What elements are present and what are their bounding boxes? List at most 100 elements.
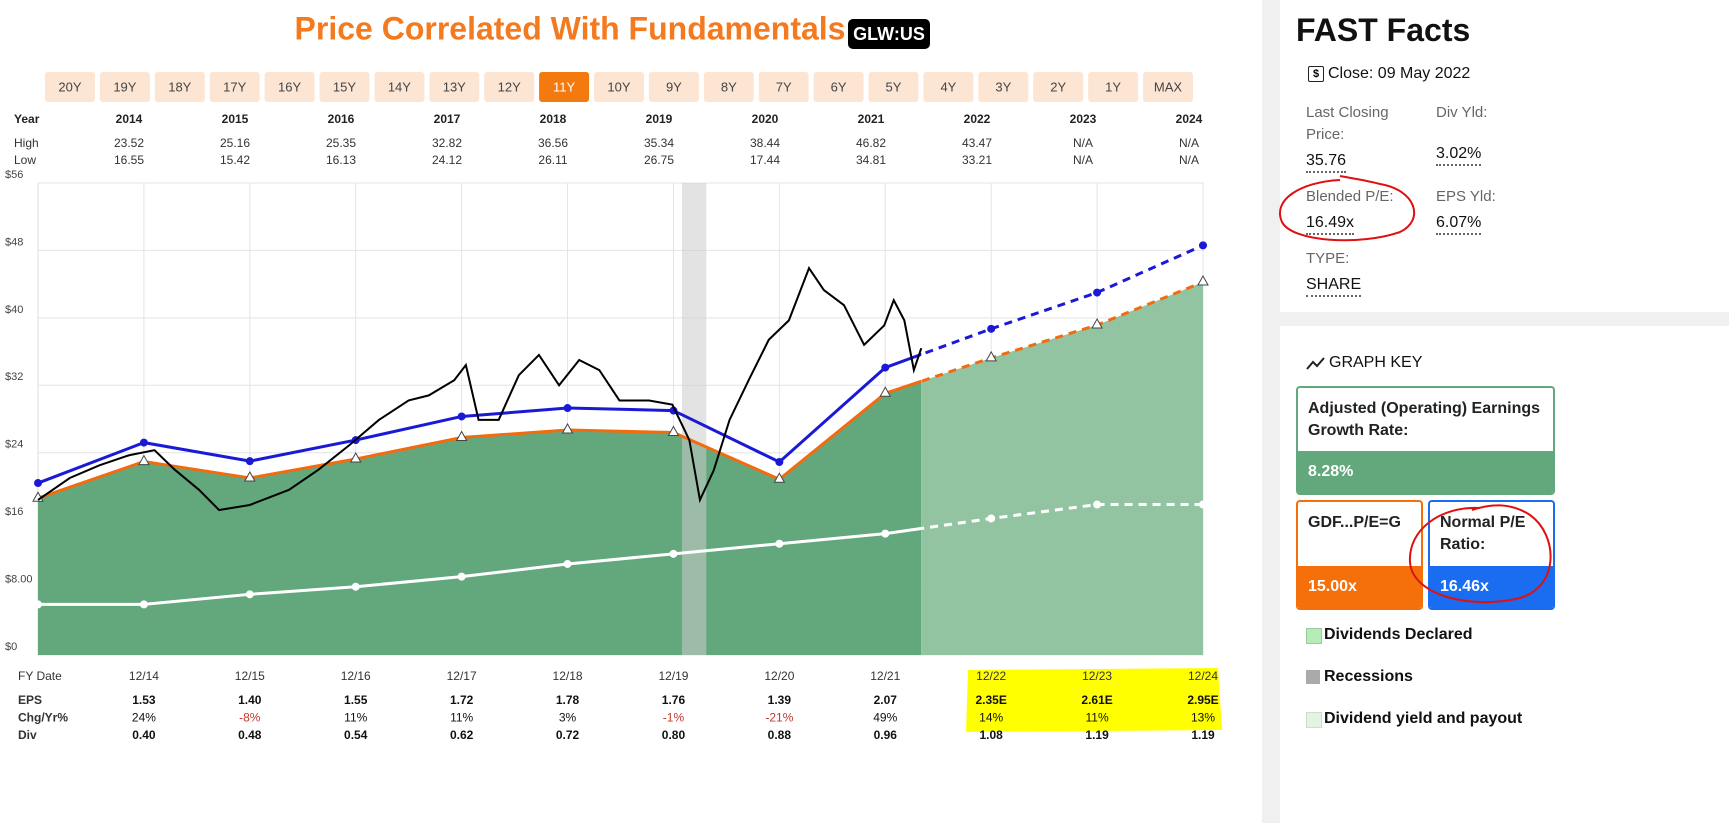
year-cell: 36.56 <box>538 136 568 150</box>
y-tick-label: $24 <box>5 439 23 451</box>
line <box>37 265 923 512</box>
range-button[interactable] <box>923 72 974 102</box>
y-tick-label: $56 <box>5 169 23 181</box>
marker <box>985 350 998 362</box>
table-cell: 1.19 <box>1191 728 1215 742</box>
table-cell: 0.54 <box>344 728 368 742</box>
range-button[interactable] <box>978 72 1029 102</box>
fact-value: 6.07% <box>1436 213 1482 235</box>
marker <box>987 324 996 333</box>
year-header: 2022 <box>964 112 991 126</box>
year-cell: 34.81 <box>856 153 886 167</box>
range-button[interactable] <box>1143 72 1193 102</box>
table-cell: 1.55 <box>344 693 368 707</box>
legend-label: Dividend yield and payout <box>1324 710 1523 727</box>
ticker-badge <box>848 19 930 49</box>
fact-value: 3.02% <box>1436 144 1482 166</box>
marker <box>881 529 890 538</box>
marker <box>349 452 362 463</box>
year-cell: 25.16 <box>220 136 250 150</box>
row-label: Chg/Yr% <box>18 711 68 725</box>
range-button-label: 18Y <box>168 79 191 94</box>
marker <box>245 457 254 466</box>
year-cell: N/A <box>1179 153 1199 167</box>
marker <box>243 470 256 482</box>
range-button-label: 3Y <box>995 79 1011 94</box>
marker <box>775 457 784 466</box>
marker <box>34 600 42 609</box>
marker <box>669 549 678 558</box>
marker <box>139 438 148 447</box>
key-label: Adjusted (Operating) Earnings Growth Rat… <box>1308 400 1541 439</box>
range-button[interactable] <box>813 72 864 102</box>
range-button[interactable] <box>319 72 370 102</box>
marker <box>563 559 572 568</box>
x-tick-label: 12/17 <box>447 669 477 683</box>
y-tick-label: $16 <box>5 506 23 518</box>
range-button[interactable] <box>868 72 919 102</box>
range-button[interactable] <box>154 72 205 102</box>
range-button[interactable] <box>1033 72 1084 102</box>
range-button-label: 20Y <box>58 79 81 94</box>
range-button-label: 2Y <box>1050 79 1066 94</box>
y-tick-label: $32 <box>5 371 23 383</box>
line <box>38 526 922 606</box>
range-button[interactable] <box>45 72 95 102</box>
range-button[interactable] <box>374 72 425 102</box>
table-cell: 0.80 <box>662 728 686 742</box>
range-button[interactable] <box>594 72 644 102</box>
marker <box>34 479 42 488</box>
fact-label: Blended P/E: <box>1306 188 1394 205</box>
range-button[interactable] <box>484 72 535 102</box>
range-button[interactable] <box>758 72 809 102</box>
year-header: 2016 <box>328 112 355 126</box>
marker <box>563 404 572 413</box>
table-cell: 0.88 <box>768 728 792 742</box>
range-button[interactable] <box>1088 72 1139 102</box>
highlight <box>966 668 1222 732</box>
year-cell: 16.55 <box>114 153 144 167</box>
table-cell: 0.40 <box>132 728 156 742</box>
marker <box>879 386 892 397</box>
range-button[interactable] <box>264 72 315 102</box>
key-box: Adjusted (Operating) Earnings Growth Rat… <box>1296 386 1555 495</box>
year-header: 2018 <box>540 112 567 126</box>
marker <box>1197 275 1209 286</box>
y-tick-label: $48 <box>5 236 23 248</box>
range-button[interactable] <box>539 72 590 102</box>
table-cell: 49% <box>873 711 897 725</box>
range-button-label: 19Y <box>113 79 136 94</box>
year-cell: 46.82 <box>856 136 886 150</box>
marker <box>1093 288 1102 297</box>
x-tick-label: 12/18 <box>553 669 583 683</box>
range-button[interactable] <box>99 72 150 102</box>
legend-label: Dividends Declared <box>1324 626 1473 643</box>
range-button[interactable] <box>648 72 699 102</box>
table-cell: 2.35E <box>976 693 1007 707</box>
x-tick-label: 12/15 <box>235 669 265 683</box>
row-label: EPS <box>18 693 42 707</box>
range-button[interactable] <box>209 72 260 102</box>
range-button[interactable] <box>703 72 754 102</box>
key-label: Normal P/E Ratio: <box>1440 514 1526 553</box>
range-button-label: 11Y <box>553 79 575 94</box>
marker <box>457 412 466 421</box>
key-value: 16.46x <box>1430 566 1553 608</box>
marker <box>881 363 890 372</box>
x-tick-label: 12/19 <box>658 669 688 683</box>
chart-title: Price Correlated With Fundamentals <box>295 10 846 46</box>
marker <box>773 472 786 483</box>
key-value: 15.00x <box>1298 566 1421 608</box>
marker <box>1199 500 1207 509</box>
graph-icon <box>1306 357 1325 370</box>
year-cell: 16.13 <box>326 153 356 167</box>
x-tick-label: 12/22 <box>976 669 1006 683</box>
range-button[interactable] <box>429 72 480 102</box>
year-cell: 24.12 <box>432 153 462 167</box>
range-button-label: 5Y <box>886 79 902 94</box>
marker <box>775 539 784 548</box>
range-button-label: 7Y <box>776 79 792 94</box>
table-cell: -21% <box>765 711 793 725</box>
marker <box>457 572 466 581</box>
table-cell: 13% <box>1191 711 1215 725</box>
